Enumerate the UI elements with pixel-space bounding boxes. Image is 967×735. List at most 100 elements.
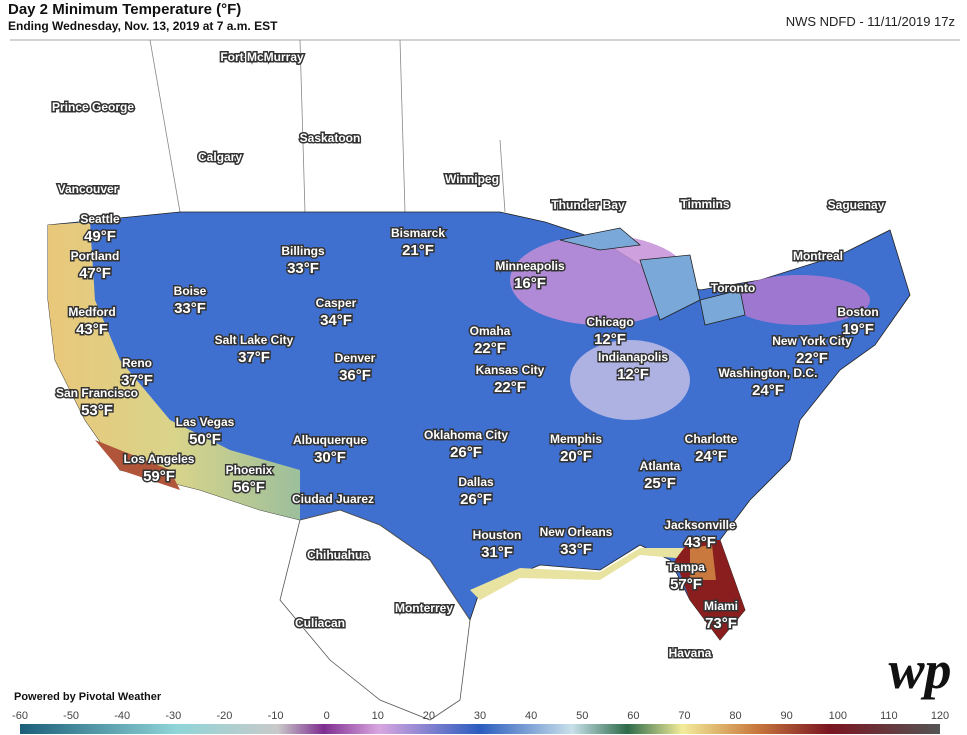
colorbar-tick-label: 50 [576, 710, 588, 722]
place-name: Saguenay [828, 198, 885, 212]
place-name: Montreal [793, 249, 843, 263]
colorbar-tick-label: -50 [63, 710, 79, 722]
labels: Seattle 49°F Portland 47°F Boise 33°F Medford 4… [12, 49, 949, 722]
city-temp: 33°F [174, 300, 206, 317]
colorbar-tick-label: 10 [372, 710, 384, 722]
city-name: Atlanta [640, 459, 681, 473]
city-temp: 59°F [143, 468, 175, 485]
city-name: Bismarck [391, 226, 445, 240]
city-temp: 37°F [121, 372, 153, 389]
colorbar-tick-label: 20 [423, 710, 435, 722]
city-name: Omaha [470, 324, 511, 338]
city-temp: 73°F [705, 615, 737, 632]
subtitle: Ending Wednesday, Nov. 13, 2019 at 7 a.m… [8, 19, 278, 33]
colorbar-tick-label: -60 [12, 710, 28, 722]
colorbar-tick-label: 40 [525, 710, 537, 722]
colorbar-tick-label: 110 [880, 710, 898, 722]
city-temp: 43°F [684, 534, 716, 551]
city-temp: 33°F [287, 260, 319, 277]
city-temp: 12°F [594, 331, 626, 348]
colorbar-tick-label: 100 [829, 710, 847, 722]
city-temp: 16°F [514, 275, 546, 292]
city-name: Casper [316, 296, 357, 310]
place-name: Ciudad Juarez [292, 492, 374, 506]
place-name: Vancouver [58, 182, 119, 196]
colorbar-tick-label: 60 [627, 710, 639, 722]
place-name: Toronto [711, 281, 755, 295]
city-temp: 20°F [560, 448, 592, 465]
city-temp: 24°F [752, 382, 784, 399]
city-name: Tampa [667, 560, 705, 574]
city-temp: 31°F [481, 544, 513, 561]
city-name: Washington, D.C. [719, 366, 818, 380]
city-name: Medford [68, 305, 115, 319]
place-name: Culiacan [295, 616, 345, 630]
city-name: Boston [837, 305, 878, 319]
city-name: Miami [704, 599, 738, 613]
colorbar-tick-label: 90 [781, 710, 793, 722]
city-name: Kansas City [476, 363, 545, 377]
place-name: Chihuahua [307, 548, 369, 562]
city-name: Houston [473, 528, 522, 542]
colorbar-tick-label: -10 [268, 710, 284, 722]
city-temp: 50°F [189, 431, 221, 448]
city-name: New York City [772, 334, 852, 348]
city-name: Las Vegas [176, 415, 235, 429]
city-temp: 26°F [460, 491, 492, 508]
colorbar-tick-label: 120 [931, 710, 949, 722]
city-name: Memphis [550, 432, 602, 446]
city-name: Phoenix [226, 463, 273, 477]
place-name: Winnipeg [445, 172, 499, 186]
place-name: Timmins [680, 197, 729, 211]
place-name: Monterrey [395, 601, 453, 615]
city-name: Salt Lake City [215, 333, 294, 347]
city-temp: 36°F [339, 367, 371, 384]
city-temp: 34°F [320, 312, 352, 329]
place-name: Prince George [52, 100, 134, 114]
city-temp: 49°F [84, 228, 116, 245]
place-name: Saskatoon [300, 131, 361, 145]
city-temp: 24°F [695, 448, 727, 465]
city-temp: 56°F [233, 479, 265, 496]
city-name: Chicago [586, 315, 633, 329]
city-temp: 47°F [79, 265, 111, 282]
colorbar-tick-label: -40 [114, 710, 130, 722]
place-name: Thunder Bay [551, 198, 625, 212]
city-name: Albuquerque [293, 433, 367, 447]
city-name: Indianapolis [598, 350, 668, 364]
credit: Powered by Pivotal Weather [14, 691, 162, 703]
city-name: Seattle [80, 212, 120, 226]
city-temp: 22°F [494, 379, 526, 396]
city-temp: 19°F [842, 321, 874, 338]
city-name: Minneapolis [495, 259, 565, 273]
city-temp: 22°F [796, 350, 828, 367]
colorbar [20, 724, 940, 734]
city-temp: 26°F [450, 444, 482, 461]
city-temp: 37°F [238, 349, 270, 366]
city-name: Boise [174, 284, 207, 298]
city-name: Denver [335, 351, 376, 365]
city-name: Reno [122, 356, 152, 370]
colorbar-tick-label: 70 [678, 710, 690, 722]
city-temp: 53°F [81, 402, 113, 419]
colorbar-tick-label: -20 [216, 710, 232, 722]
city-name: Charlotte [685, 432, 738, 446]
title: Day 2 Minimum Temperature (°F) [8, 1, 241, 18]
place-name: Fort McMurray [220, 50, 304, 64]
city-name: Jacksonville [664, 518, 736, 532]
city-temp: 25°F [644, 475, 676, 492]
colorbar-tick-label: 0 [324, 710, 330, 722]
colorbar-tick-label: -30 [165, 710, 181, 722]
colorbar-tick-label: 80 [729, 710, 741, 722]
city-temp: 22°F [474, 340, 506, 357]
city-name: Portland [71, 249, 120, 263]
city-temp: 43°F [76, 321, 108, 338]
city-temp: 21°F [402, 242, 434, 259]
place-name: Havana [669, 646, 712, 660]
city-temp: 12°F [617, 366, 649, 383]
colorbar-tick-label: 30 [474, 710, 486, 722]
place-name: Calgary [198, 150, 242, 164]
source: NWS NDFD - 11/11/2019 17z [786, 14, 955, 29]
city-name: San Francisco [56, 386, 138, 400]
